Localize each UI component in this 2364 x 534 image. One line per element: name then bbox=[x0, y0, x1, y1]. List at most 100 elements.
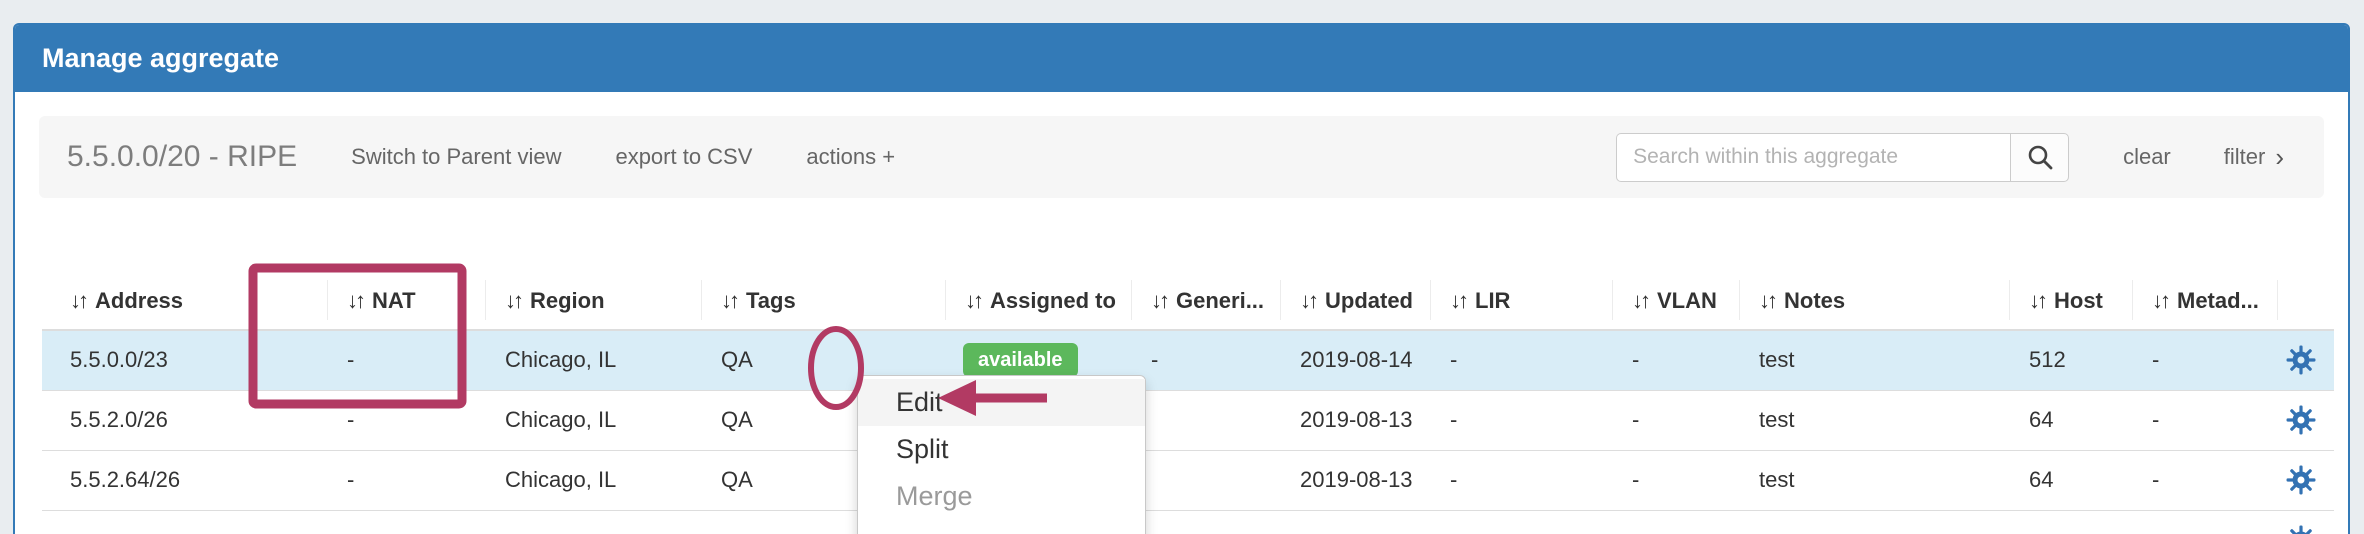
cell-lir: - bbox=[1430, 389, 1612, 450]
cell-address: 5.5.2.0/26 bbox=[42, 389, 327, 450]
sort-icon: ↓↑ bbox=[1632, 287, 1651, 313]
cell-vlan: - bbox=[1612, 330, 1739, 390]
cell-generic bbox=[1131, 449, 1280, 510]
column-header-tags[interactable]: ↓↑ Tags bbox=[701, 272, 945, 331]
column-header-host[interactable]: ↓↑ Host bbox=[2009, 272, 2132, 331]
panel-body: 5.5.0.0/20 - RIPE Switch to Parent view … bbox=[15, 92, 2348, 534]
table-header-row: ↓↑ Address ↓↑ NAT ↓↑ Region ↓↑ Tags ↓↑ Assigned t… bbox=[42, 272, 2334, 331]
cell-actions bbox=[2277, 449, 2334, 510]
cell-vlan bbox=[1612, 509, 1739, 534]
sort-icon: ↓↑ bbox=[965, 287, 984, 313]
cell-metadata bbox=[2132, 509, 2277, 534]
table-row[interactable]: 5.5.2.64/26- Chicago, IL QA 2019-08-13- - tes… bbox=[42, 449, 2334, 510]
chevron-right-icon: › bbox=[2275, 142, 2284, 172]
sort-icon: ↓↑ bbox=[1759, 287, 1778, 313]
column-header-label: VLAN bbox=[1657, 287, 1717, 313]
filter-link-label: filter bbox=[2223, 144, 2266, 169]
aggregate-label: 5.5.0.0/20 - RIPE bbox=[67, 140, 298, 173]
cell-updated: 2019-08-13 bbox=[1280, 449, 1430, 510]
sort-icon: ↓↑ bbox=[2029, 287, 2048, 313]
column-header-label: Assigned to bbox=[990, 287, 1116, 313]
clear-filter-link[interactable]: clear bbox=[2123, 144, 2171, 169]
cell-address: 5.5.2.64/26 bbox=[42, 449, 327, 510]
search-icon bbox=[2028, 145, 2052, 170]
cell-actions bbox=[2277, 330, 2334, 390]
context-menu-item-split[interactable]: Split bbox=[896, 434, 949, 464]
sort-icon: ↓↑ bbox=[347, 287, 366, 313]
column-header-label: Address bbox=[95, 287, 184, 313]
column-header-label: Host bbox=[2054, 287, 2103, 313]
subnet-table: ↓↑ Address ↓↑ NAT ↓↑ Region ↓↑ Tags ↓↑ Assigned t… bbox=[42, 272, 2334, 534]
cell-nat bbox=[327, 509, 485, 534]
cell-region: Chicago, IL bbox=[485, 389, 701, 450]
cell-actions bbox=[2277, 389, 2334, 450]
column-header-notes[interactable]: ↓↑ Notes bbox=[1739, 272, 2009, 331]
aggregate-toolbar: 5.5.0.0/20 - RIPE Switch to Parent view … bbox=[39, 116, 2324, 198]
cell-metadata: - bbox=[2132, 449, 2277, 510]
column-header-label: Metad... bbox=[2177, 287, 2259, 313]
cell-notes: test bbox=[1739, 330, 2009, 390]
cell-region: Chicago, IL bbox=[485, 449, 701, 510]
actions-dropdown[interactable]: actions + bbox=[806, 144, 896, 169]
column-header-address[interactable]: ↓↑ Address bbox=[42, 272, 327, 331]
cell-vlan: - bbox=[1612, 389, 1739, 450]
sort-icon: ↓↑ bbox=[1300, 287, 1319, 313]
cell-host: 64 bbox=[2009, 389, 2132, 450]
column-header-label: Updated bbox=[1325, 287, 1413, 313]
column-header-generic[interactable]: ↓↑ Generi... bbox=[1131, 272, 1280, 331]
column-header-metadata[interactable]: ↓↑ Metad... bbox=[2132, 272, 2277, 331]
row-settings-gear-icon[interactable] bbox=[2285, 344, 2317, 376]
column-header-region[interactable]: ↓↑ Region bbox=[485, 272, 701, 331]
cell-region bbox=[485, 509, 701, 534]
cell-region: Chicago, IL bbox=[485, 330, 701, 390]
cell-address bbox=[42, 509, 327, 534]
column-header-label: Region bbox=[530, 287, 605, 313]
manage-aggregate-panel: Manage aggregate 5.5.0.0/20 - RIPE Switc… bbox=[13, 23, 2350, 534]
column-header-lir[interactable]: ↓↑ LIR bbox=[1430, 272, 1612, 331]
table-row[interactable]: 5.5.2.0/26- Chicago, IL QA 2019-08-13- - test… bbox=[42, 389, 2334, 450]
cell-lir: - bbox=[1430, 449, 1612, 510]
export-csv-link[interactable]: export to CSV bbox=[615, 144, 753, 169]
column-header-label: Tags bbox=[746, 287, 796, 313]
cell-metadata: - bbox=[2132, 330, 2277, 390]
cell-generic bbox=[1131, 509, 1280, 534]
column-header-assigned[interactable]: ↓↑ Assigned to bbox=[945, 272, 1131, 331]
cell-nat: - bbox=[327, 330, 485, 390]
cell-nat: - bbox=[327, 389, 485, 450]
search-button[interactable] bbox=[2010, 132, 2070, 182]
table-row-partial[interactable] bbox=[42, 509, 2334, 534]
filter-link[interactable]: filter › bbox=[2224, 144, 2284, 170]
sort-icon: ↓↑ bbox=[70, 287, 89, 313]
subnet-table-container: ↓↑ Address ↓↑ NAT ↓↑ Region ↓↑ Tags ↓↑ Assigned t… bbox=[27, 272, 2336, 534]
cell-updated: 2019-08-14 bbox=[1280, 330, 1430, 390]
sort-icon: ↓↑ bbox=[1151, 287, 1170, 313]
sort-icon: ↓↑ bbox=[2152, 287, 2171, 313]
search-input[interactable] bbox=[1616, 132, 2011, 182]
status-badge: available bbox=[963, 343, 1078, 378]
row-settings-gear-icon[interactable] bbox=[2285, 404, 2317, 436]
row-settings-gear-icon[interactable] bbox=[2285, 464, 2317, 496]
column-header-vlan[interactable]: ↓↑ VLAN bbox=[1612, 272, 1739, 331]
cell-generic bbox=[1131, 389, 1280, 450]
sort-icon: ↓↑ bbox=[721, 287, 740, 313]
switch-parent-view-link[interactable]: Switch to Parent view bbox=[351, 144, 562, 169]
context-menu-item-edit[interactable]: Edit bbox=[858, 379, 1145, 426]
column-header-label: LIR bbox=[1475, 287, 1511, 313]
cell-vlan: - bbox=[1612, 449, 1739, 510]
column-header-updated[interactable]: ↓↑ Updated bbox=[1280, 272, 1430, 331]
column-header-label: Generi... bbox=[1176, 287, 1265, 313]
cell-host: 64 bbox=[2009, 449, 2132, 510]
cell-host: 512 bbox=[2009, 330, 2132, 390]
cell-notes: test bbox=[1739, 389, 2009, 450]
row-context-menu: Edit Split Merge bbox=[857, 375, 1146, 534]
search-group bbox=[1616, 132, 2070, 182]
context-menu-item-merge: Merge bbox=[896, 481, 973, 511]
cell-notes: test bbox=[1739, 449, 2009, 510]
column-header-nat[interactable]: ↓↑ NAT bbox=[327, 272, 485, 331]
row-settings-gear-icon[interactable] bbox=[2285, 524, 2317, 534]
cell-lir bbox=[1430, 509, 1612, 534]
column-header-label: NAT bbox=[372, 287, 416, 313]
cell-generic: - bbox=[1131, 330, 1280, 390]
table-row[interactable]: 5.5.0.0/23- Chicago, IL QA available -2019-0… bbox=[42, 330, 2334, 390]
column-header-actions bbox=[2277, 272, 2334, 331]
